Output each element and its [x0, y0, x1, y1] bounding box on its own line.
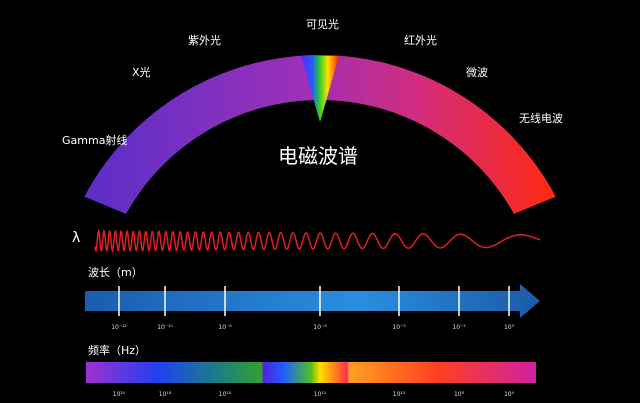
diagram-title: 电磁波谱 — [278, 144, 358, 168]
frequency-tick-label: 10⁴ — [503, 391, 515, 398]
wavelength-tick-label: 10⁻⁵ — [392, 324, 406, 331]
band-label-microwave: 微波 — [466, 66, 488, 79]
wavelength-label: 波长（m） — [88, 266, 143, 279]
band-label-uv: 紫外光 — [188, 34, 221, 47]
frequency-bar — [86, 362, 536, 383]
band-label-radio: 无线电波 — [519, 112, 563, 125]
band-label-xray: X光 — [132, 66, 151, 79]
frequency-tick-label: 10²⁰ — [112, 391, 126, 398]
frequency-tick-label: 10¹² — [392, 391, 406, 398]
wavelength-tick-label: 10⁻¹⁰ — [157, 324, 173, 331]
wavelength-tick-label: 10⁻⁸ — [218, 324, 232, 331]
wave-line — [94, 228, 541, 254]
band-label-visible: 可见光 — [306, 18, 339, 31]
lambda-symbol: λ — [72, 230, 81, 246]
frequency-label: 频率（Hz） — [88, 344, 147, 357]
wavelength-arrow-bar — [85, 284, 540, 318]
spectrum-arc — [84, 54, 556, 214]
frequency-tick-label: 10¹⁸ — [158, 391, 172, 398]
frequency-tick-label: 10¹⁶ — [218, 391, 232, 398]
wavelength-tick-label: 10⁻² — [452, 324, 466, 331]
band-label-infrared: 红外光 — [404, 34, 437, 47]
wavelength-tick-label: 10⁻⁶ — [313, 324, 327, 331]
frequency-tick-label: 10⁸ — [453, 391, 465, 398]
wavelength-tick-label: 10³ — [503, 324, 515, 331]
visible-light-wedge — [301, 56, 339, 122]
band-label-gamma: Gamma射线 — [62, 134, 128, 147]
wavelength-tick-label: 10⁻¹² — [111, 324, 127, 331]
frequency-tick-label: 10¹⁵ — [313, 391, 327, 398]
